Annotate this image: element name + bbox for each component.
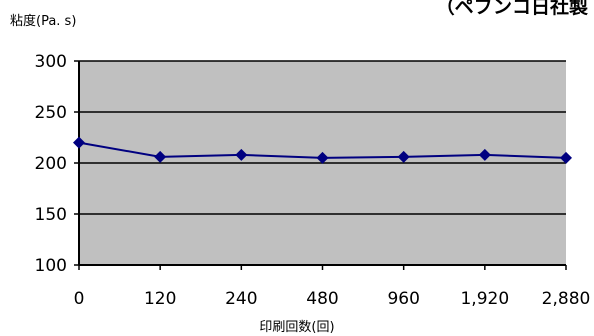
- x-tick-label: 0: [74, 289, 85, 309]
- x-axis-label: 印刷回数(回): [259, 320, 335, 335]
- x-tick-label: 2,880: [542, 289, 591, 309]
- data-point-marker: [154, 150, 167, 163]
- y-tick-label: 300: [35, 52, 67, 72]
- y-tick-label: 150: [35, 205, 67, 225]
- data-point-marker: [560, 151, 572, 164]
- x-tick-label: 480: [306, 289, 338, 309]
- data-point-marker: [316, 151, 329, 164]
- y-tick-label: 100: [35, 256, 67, 276]
- y-tick-label: 250: [35, 103, 67, 123]
- x-tick-label: 240: [225, 289, 257, 309]
- y-axis-label: 粘度(Pa. s): [10, 14, 77, 29]
- data-point-marker: [478, 148, 491, 161]
- y-tick-label: 200: [35, 154, 67, 174]
- data-point-marker: [73, 136, 85, 149]
- x-tick-label: 960: [387, 289, 419, 309]
- corner-title: （ペフンコ日社製: [435, 0, 588, 18]
- data-point-marker: [397, 150, 410, 163]
- data-point-marker: [235, 148, 248, 161]
- x-tick-label: 1,920: [460, 289, 509, 309]
- x-tick-label: 120: [144, 289, 176, 309]
